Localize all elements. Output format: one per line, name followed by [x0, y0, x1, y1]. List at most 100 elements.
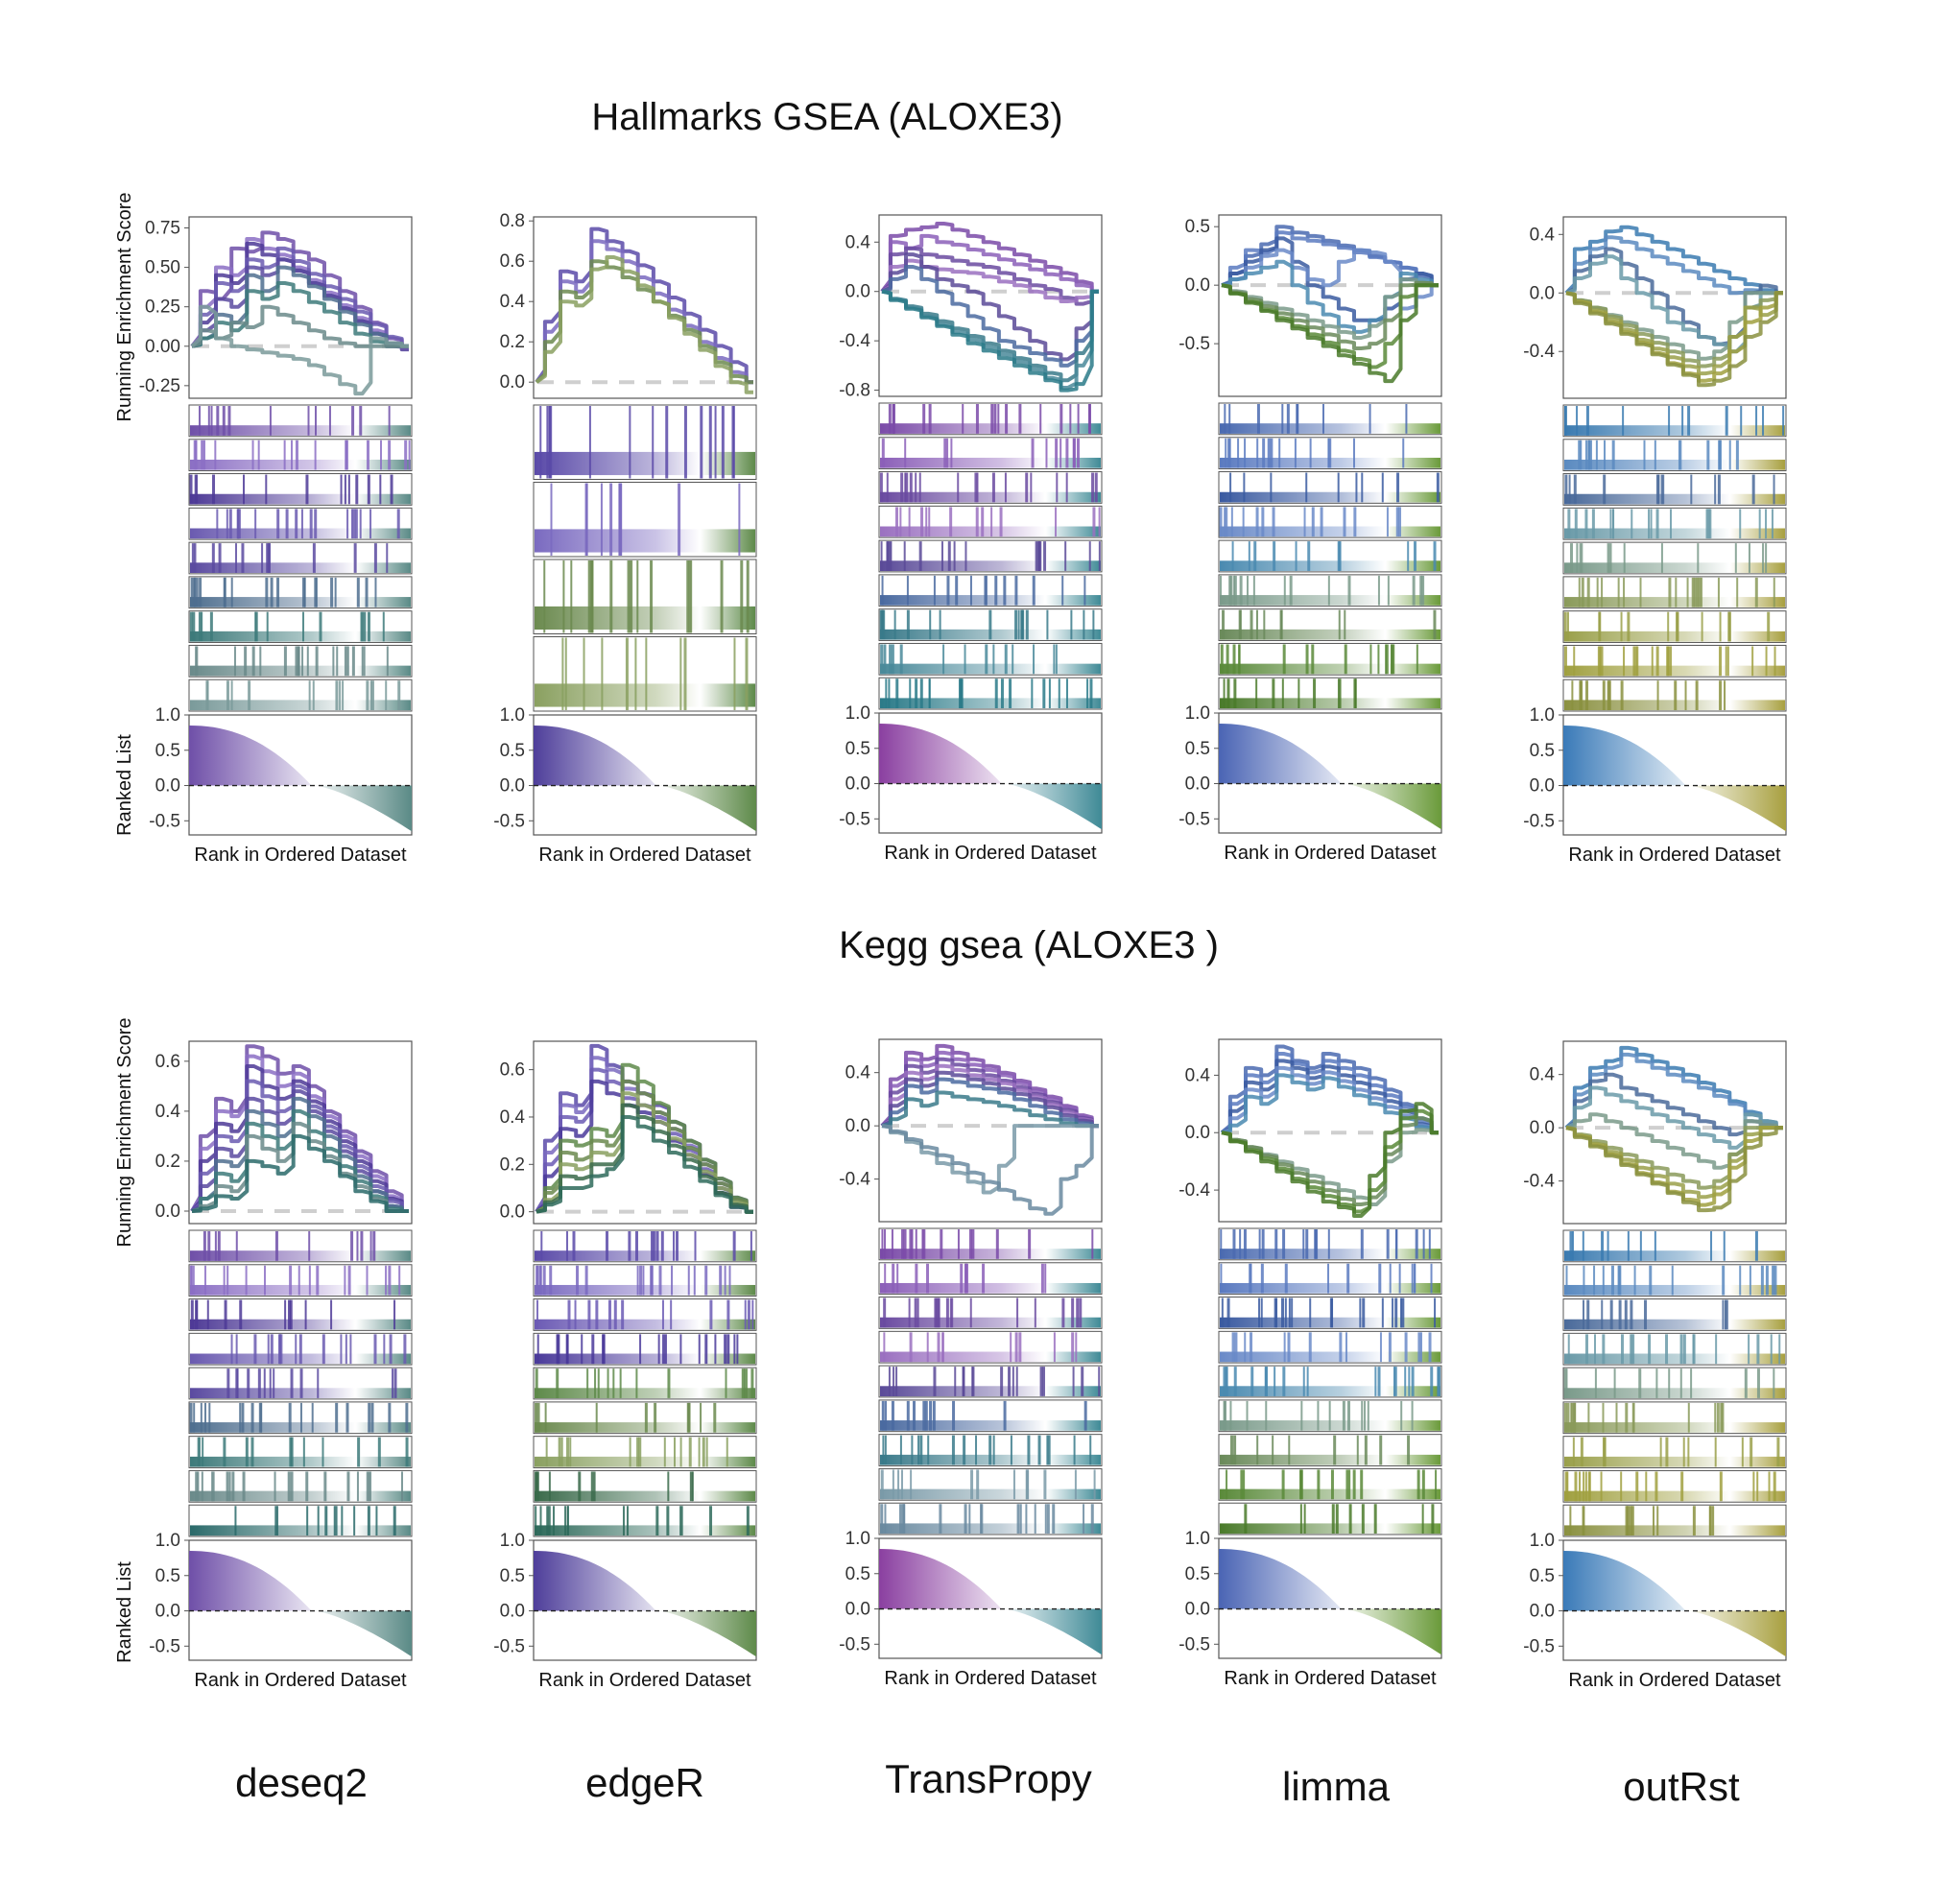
ranked-tick-label: 1.0: [1185, 703, 1210, 724]
x-axis-label: Rank in Ordered Dataset: [194, 845, 407, 866]
gene-strip-band: [535, 1525, 755, 1536]
gene-strip-band: [880, 491, 1101, 503]
y-tick-label: 0.4: [500, 292, 526, 312]
gene-strip-band: [190, 425, 411, 436]
y-tick-label: 0.0: [1185, 1123, 1210, 1143]
ranked-tick-label: 0.0: [155, 776, 180, 797]
gene-strip-band: [880, 698, 1101, 709]
gene-strip-band: [190, 665, 411, 677]
es-line: [1221, 277, 1439, 340]
method-label-deseq2: deseq2: [235, 1760, 368, 1805]
gene-strip-band: [1220, 1454, 1440, 1465]
gene-strip-band: [880, 595, 1101, 606]
ranked-tick-label: 0.0: [845, 774, 870, 795]
es-line: [191, 1121, 409, 1213]
ranked-axis-label: Ranked List: [114, 734, 135, 836]
y-tick-label: 0.8: [500, 211, 525, 231]
x-axis-label: Rank in Ordered Dataset: [538, 845, 751, 866]
y-tick-label: -0.8: [839, 381, 870, 401]
y-tick-label: 0.4: [845, 232, 871, 252]
gene-strip-band: [1564, 528, 1785, 539]
es-line: [536, 1115, 753, 1214]
gene-strip-band: [880, 1282, 1101, 1294]
gene-strip-band: [1564, 1490, 1785, 1502]
ranked-tick-label: -0.5: [1178, 809, 1210, 829]
panel-outRst: 0.4 0.0 -0.4 1.0 0.5 0.0 -0.5 Rank in Ordered D…: [1523, 1040, 1787, 1691]
ranked-tick-label: 1.0: [1185, 1529, 1210, 1549]
gene-strip-band: [880, 560, 1101, 572]
gene-strip-band: [880, 526, 1101, 537]
ranked-tick-label: -0.5: [1523, 811, 1555, 831]
ranked-negative-area: [315, 1610, 412, 1657]
panel-edgeR: 0.6 0.4 0.2 0.0 1.0 0.5 0.0 -0.5 Rank in Ordered…: [493, 1040, 757, 1691]
gene-strip-band: [880, 1386, 1101, 1397]
ranked-tick-label: -0.5: [1178, 1634, 1210, 1654]
es-line: [1221, 259, 1439, 334]
y-tick-label: 0.6: [500, 1060, 525, 1081]
ranked-negative-area: [1005, 1608, 1102, 1655]
gene-strip-band: [190, 1456, 411, 1467]
gene-strip-band: [535, 1284, 755, 1296]
gene-strip-band: [1220, 491, 1440, 503]
ranked-tick-label: 1.0: [845, 703, 870, 724]
gene-strip-band: [880, 663, 1101, 675]
y-tick-label: -0.5: [1178, 334, 1210, 354]
ranked-positive-area: [1563, 1551, 1686, 1611]
method-label-limma: limma: [1282, 1764, 1391, 1809]
ranked-negative-area: [1345, 783, 1441, 830]
gene-strip-band: [880, 457, 1101, 468]
ranked-tick-label: 0.0: [1185, 774, 1210, 795]
y-tick-label: 0.0: [1530, 283, 1555, 303]
y-tick-label: 0.6: [155, 1052, 180, 1072]
ranked-tick-label: 0.5: [500, 1566, 525, 1586]
gene-strip-band: [1564, 665, 1785, 677]
ranked-positive-area: [534, 1551, 656, 1611]
gene-strip-band: [190, 597, 411, 607]
es-line: [880, 233, 1099, 294]
ranked-positive-area: [1219, 1549, 1342, 1609]
y-tick-label: 0.6: [500, 251, 525, 272]
es-line: [880, 222, 1099, 294]
ranked-tick-label: 1.0: [500, 1531, 525, 1551]
ranked-axis-label: Ranked List: [114, 1561, 135, 1663]
ranked-tick-label: 0.5: [500, 741, 525, 761]
ranked-tick-label: 0.5: [155, 741, 180, 761]
chart-block-1: Hallmarks GSEA (ALOXE3) 0.75 0.50 0.25 0.00 -…: [114, 96, 1787, 866]
es-axis-label: Running Enrichment Score: [114, 192, 135, 421]
es-line: [535, 255, 753, 394]
ranked-tick-label: 0.5: [1530, 741, 1555, 761]
gene-strip-band: [1564, 1388, 1785, 1399]
gene-strip-band: [1564, 1284, 1785, 1296]
ranked-positive-area: [1563, 726, 1686, 786]
ranked-positive-area: [1219, 724, 1342, 784]
gene-strip-band: [1564, 425, 1785, 436]
panel-limma: 0.4 0.0 -0.4 1.0 0.5 0.0 -0.5 Rank in Ordered D…: [1178, 1038, 1442, 1689]
gene-strip-band: [535, 1490, 755, 1502]
gene-strip-band: [190, 528, 411, 539]
gene-strip-band: [1564, 1422, 1785, 1433]
y-tick-label: 0.5: [1185, 217, 1210, 237]
gene-strip-band: [1564, 1319, 1785, 1330]
es-line: [1221, 1102, 1439, 1218]
gene-strip-band: [535, 1456, 755, 1467]
es-line: [191, 304, 409, 348]
y-tick-label: 0.00: [145, 337, 180, 357]
es-line: [881, 265, 1099, 368]
gene-strip-band: [535, 683, 755, 707]
gene-strip-band: [1220, 698, 1440, 709]
panel-limma: 0.5 0.0 -0.5 1.0 0.5 0.0 -0.5 Rank in Ordered D…: [1178, 214, 1442, 864]
y-tick-label: -0.4: [839, 331, 870, 351]
x-axis-label: Rank in Ordered Dataset: [884, 843, 1097, 864]
ranked-tick-label: 0.0: [1530, 1602, 1555, 1622]
panel-deseq2: 0.6 0.4 0.2 0.0 Running Enrichment Score 1.0 0…: [114, 1017, 413, 1691]
gene-strip-band: [880, 1420, 1101, 1431]
ranked-tick-label: -0.5: [493, 811, 525, 831]
chart-title: Hallmarks GSEA (ALOXE3): [591, 96, 1062, 138]
es-line: [881, 1124, 1099, 1216]
y-tick-label: 0.4: [1530, 225, 1556, 245]
ranked-negative-area: [1005, 783, 1102, 830]
es-line: [881, 1124, 1099, 1195]
y-tick-label: 0.2: [500, 1154, 525, 1175]
gene-strip-band: [190, 700, 411, 711]
